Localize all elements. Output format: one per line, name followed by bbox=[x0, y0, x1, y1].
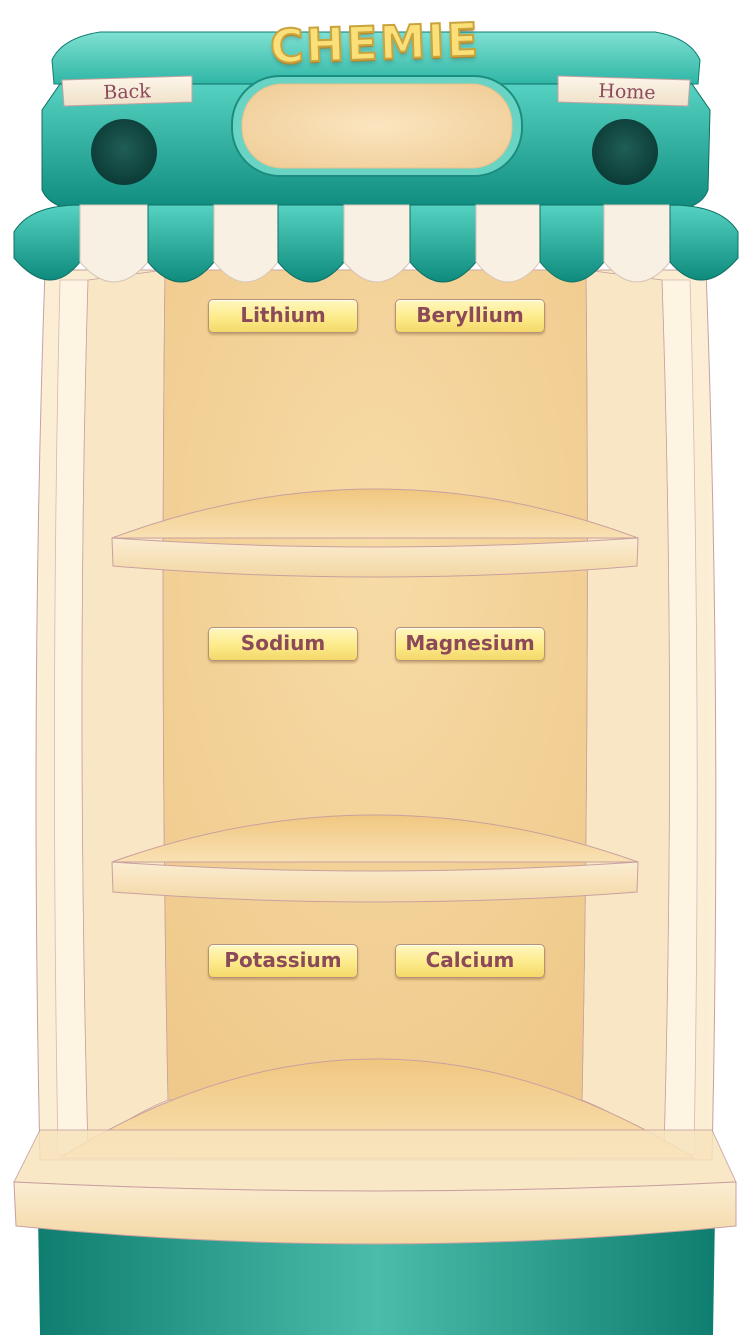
home-button[interactable]: Home bbox=[597, 80, 657, 104]
element-button-calcium[interactable]: Calcium bbox=[395, 944, 545, 978]
back-button[interactable]: Back bbox=[102, 80, 152, 104]
game-title: CHEMIE bbox=[268, 11, 482, 74]
element-button-sodium[interactable]: Sodium bbox=[208, 627, 358, 661]
element-button-potassium[interactable]: Potassium bbox=[208, 944, 358, 978]
element-button-lithium[interactable]: Lithium bbox=[208, 299, 358, 333]
element-button-beryllium[interactable]: Beryllium bbox=[395, 299, 545, 333]
element-button-magnesium[interactable]: Magnesium bbox=[395, 627, 545, 661]
